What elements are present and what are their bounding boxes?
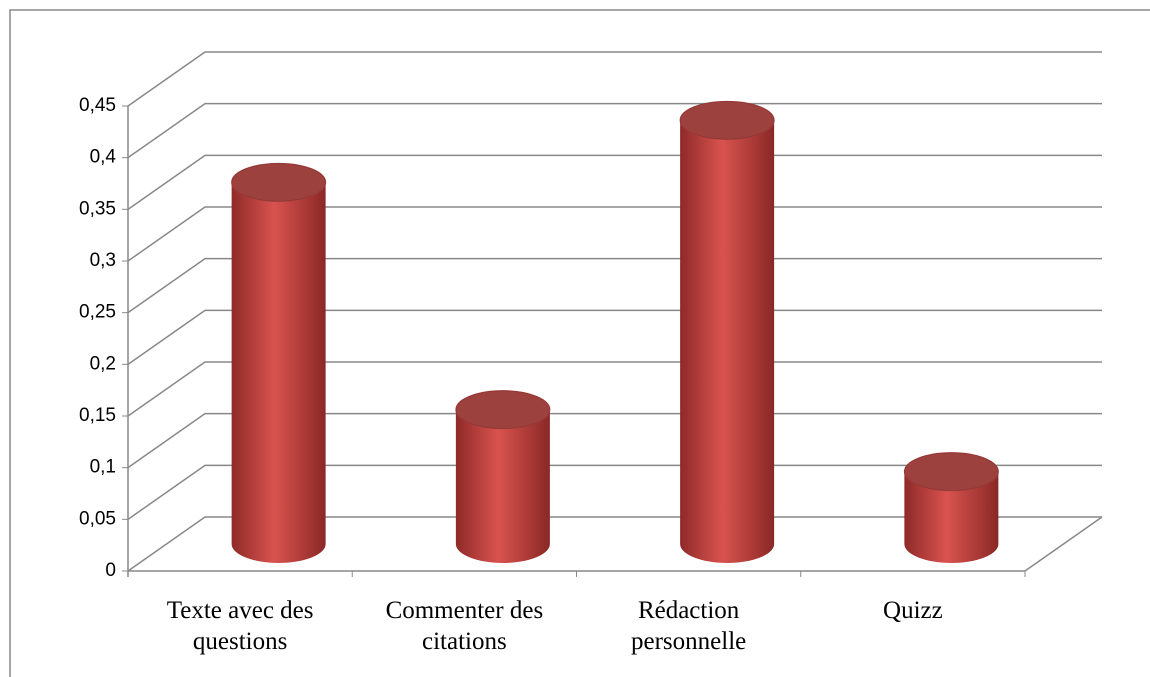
chart-frame	[9, 9, 1150, 677]
bar-body	[231, 182, 326, 564]
y-tick-label: 0,15	[79, 405, 116, 426]
x-tick-label: Commenter des citations	[385, 597, 544, 655]
bar-top-shade	[680, 101, 775, 140]
grid-line	[127, 257, 1102, 314]
bar-top	[903, 452, 999, 492]
grid-line	[127, 206, 1102, 262]
bar-top	[455, 390, 551, 430]
bar-top-shade	[904, 452, 999, 491]
bar-top-shade	[455, 390, 550, 429]
grid-line	[127, 516, 1102, 572]
y-tick-label: 0,4	[90, 147, 117, 168]
grid-line	[127, 154, 1102, 210]
grid-line	[127, 412, 1102, 469]
grid-line	[127, 464, 1102, 520]
bar	[679, 100, 775, 563]
y-tick-label: 0	[105, 560, 116, 581]
grid-line	[127, 361, 1102, 417]
bar	[231, 162, 327, 564]
grid-line	[127, 102, 1102, 159]
x-tick-label: Rédaction personnelle	[631, 597, 747, 655]
y-tick-label: 0,2	[90, 353, 116, 374]
grid-line	[127, 51, 1102, 107]
x-tick-label: Texte avec des questions	[166, 597, 314, 655]
bar-body	[680, 120, 775, 563]
bar	[903, 452, 999, 563]
bar-body	[904, 471, 999, 563]
y-tick-label: 0,05	[79, 508, 116, 529]
bar-top-shade	[231, 163, 326, 202]
bar-body	[455, 409, 550, 563]
x-tick-label: Quizz	[883, 597, 943, 624]
bar-top	[679, 100, 775, 140]
y-tick-label: 0,1	[90, 457, 116, 478]
bar-top	[231, 162, 327, 202]
y-tick-label: 0,25	[79, 302, 116, 323]
grid-line	[127, 309, 1102, 365]
y-tick-label: 0,35	[79, 198, 116, 219]
y-tick-label: 0,45	[79, 95, 116, 116]
y-tick-label: 0,3	[90, 250, 116, 271]
bar	[455, 390, 551, 563]
